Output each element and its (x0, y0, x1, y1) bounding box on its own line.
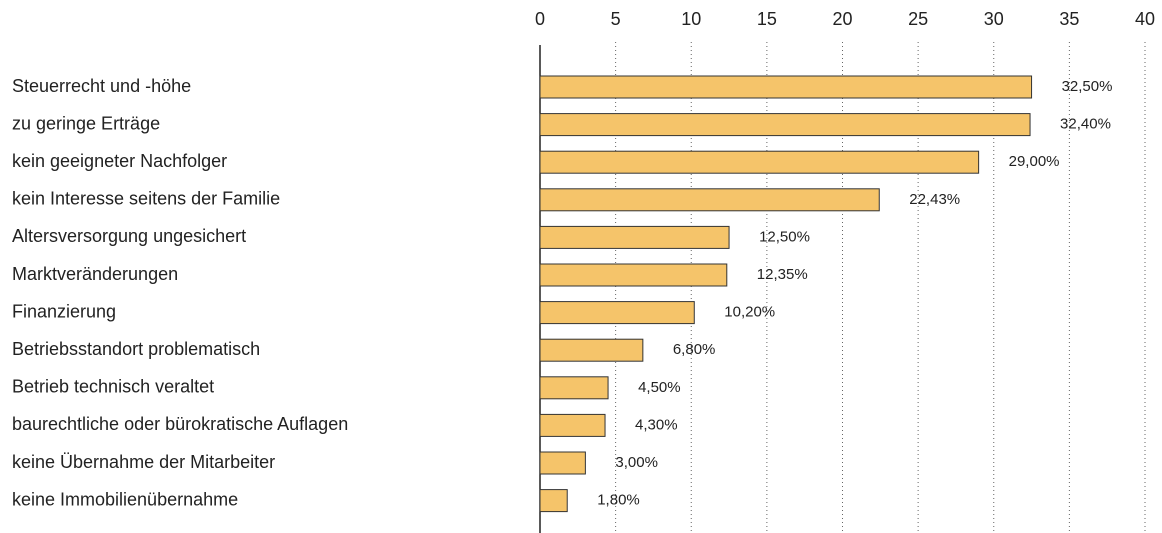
category-label: Betrieb technisch veraltet (12, 377, 214, 397)
bar (539, 75, 1033, 99)
value-label: 4,30% (635, 416, 678, 433)
x-tick-label: 25 (908, 9, 928, 29)
value-label: 32,40% (1060, 116, 1111, 133)
bar (539, 489, 568, 513)
x-tick-label: 30 (984, 9, 1004, 29)
value-label: 12,35% (757, 266, 808, 283)
category-label: Altersversorgung ungesichert (12, 226, 246, 246)
bar (539, 338, 644, 362)
x-tick-label: 10 (681, 9, 701, 29)
bar (539, 451, 586, 475)
value-label: 32,50% (1062, 78, 1113, 95)
bar (539, 113, 1031, 137)
x-tick-label: 20 (832, 9, 852, 29)
value-label: 10,20% (724, 304, 775, 321)
value-label: 29,00% (1009, 153, 1060, 170)
value-label: 1,80% (597, 492, 640, 509)
bar (539, 376, 609, 400)
bar (539, 413, 606, 437)
value-label: 12,50% (759, 228, 810, 245)
category-label: keine Übernahme der Mitarbeiter (12, 452, 275, 472)
x-tick-label: 15 (757, 9, 777, 29)
category-label: kein Interesse seitens der Familie (12, 189, 280, 209)
bar (539, 301, 695, 325)
bar (539, 263, 728, 287)
bar (539, 188, 880, 212)
category-label: baurechtliche oder bürokratische Auflage… (12, 414, 348, 434)
x-tick-label: 5 (611, 9, 621, 29)
x-tick-label: 40 (1135, 9, 1155, 29)
category-label: kein geeigneter Nachfolger (12, 151, 227, 171)
category-label: Finanzierung (12, 301, 116, 321)
value-label: 22,43% (909, 191, 960, 208)
category-label: Steuerrecht und -höhe (12, 76, 191, 96)
bar (539, 150, 980, 174)
category-label: zu geringe Erträge (12, 113, 160, 133)
category-label: keine Immobilienübernahme (12, 489, 238, 509)
x-tick-label: 35 (1059, 9, 1079, 29)
category-label: Marktveränderungen (12, 264, 178, 284)
x-tick-label: 0 (535, 9, 545, 29)
value-label: 4,50% (638, 379, 681, 396)
bar (539, 225, 730, 249)
value-label: 3,00% (615, 454, 658, 471)
category-label: Betriebsstandort problematisch (12, 339, 260, 359)
value-label: 6,80% (673, 341, 716, 358)
